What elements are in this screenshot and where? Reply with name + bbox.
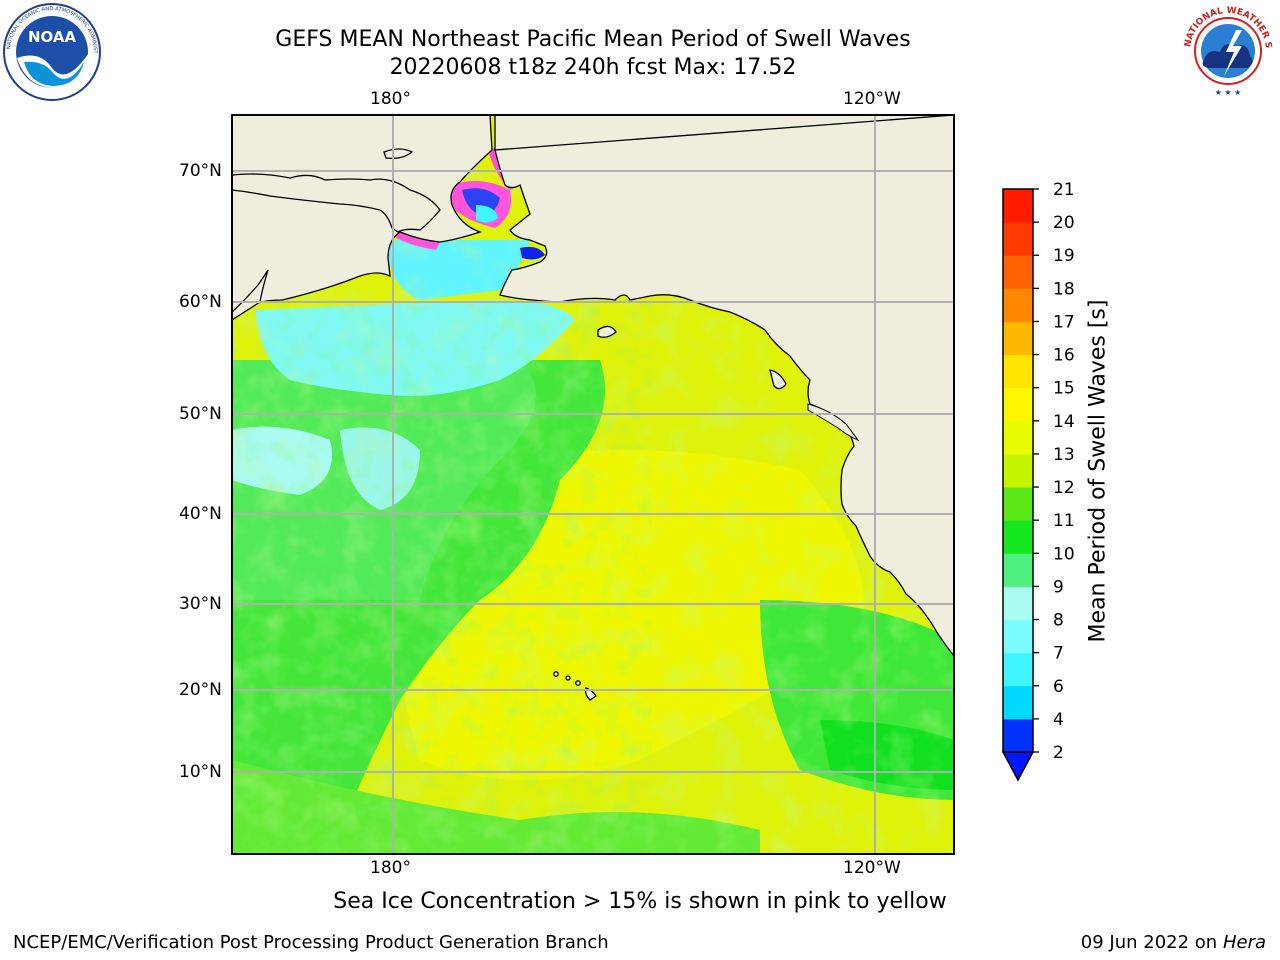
colorbar: 2 4 6 7 8 9 10 11 12 13 14 15 16 17 18 19 20 21: [1001, 180, 1075, 782]
colorbar-label: Mean Period of Swell Waves [s]: [1085, 299, 1111, 643]
chart-subtitle: 20220608 t18z 240h fcst Max: 17.52: [389, 55, 797, 80]
colorbar-tick-label: 16: [1053, 346, 1075, 366]
lat-label-10n: 10°N: [179, 762, 222, 782]
land: [232, 115, 954, 701]
sea-ice-caption: Sea Ice Concentration > 15% is shown in …: [333, 889, 947, 914]
colorbar-block: [1003, 288, 1033, 322]
colorbar-block: [1003, 586, 1033, 621]
colorbar-block: [1003, 222, 1033, 256]
colorbar-tick-label: 15: [1053, 379, 1075, 399]
colorbar-tick-label: 13: [1053, 445, 1075, 465]
colorbar-tick-label: 18: [1053, 279, 1075, 299]
colorbar-block: [1003, 619, 1033, 654]
lat-label-50n: 50°N: [179, 404, 222, 424]
lat-label-70n: 70°N: [179, 161, 222, 181]
colorbar-tick-label: 10: [1053, 544, 1075, 564]
graticule: [232, 115, 954, 854]
lat-label-40n: 40°N: [179, 504, 222, 524]
swell-period-field: [232, 115, 954, 854]
footer-credit: NCEP/EMC/Verification Post Processing Pr…: [13, 932, 609, 953]
colorbar-block: [1003, 387, 1033, 422]
colorbar-tick-label: 8: [1053, 611, 1064, 631]
colorbar-extend-triangle: [1001, 751, 1035, 782]
colorbar-tick-label: 20: [1053, 213, 1075, 233]
lon-label-top-120w: 120°W: [843, 89, 901, 109]
noaa-logo-text: NOAA: [28, 28, 77, 46]
colorbar-tick-label: 11: [1053, 511, 1075, 531]
lon-label-top-180: 180°: [370, 89, 411, 109]
footer-date-text: 09 Jun 2022 on: [1080, 932, 1218, 953]
svg-text:★ ★ ★: ★ ★ ★: [1215, 88, 1242, 97]
colorbar-block: [1003, 718, 1033, 753]
colorbar-tick-label: 19: [1053, 246, 1075, 266]
colorbar-tick-label: 6: [1053, 677, 1064, 697]
footer-date: 09 Jun 2022 on Hera: [1081, 932, 1266, 953]
colorbar-tick-label: 14: [1053, 412, 1075, 432]
colorbar-block: [1003, 321, 1033, 356]
colorbar-tick-label: 12: [1053, 478, 1075, 498]
colorbar-block: [1003, 553, 1033, 587]
footer-host: Hera: [1222, 932, 1266, 953]
colorbar-block: [1003, 255, 1033, 289]
colorbar-block: [1003, 420, 1033, 455]
colorbar-block: [1003, 189, 1033, 223]
colorbar-block: [1003, 685, 1033, 720]
noaa-logo: NOAA NATIONAL OCEANIC AND ATMOSPHERIC AD…: [0, 2, 101, 101]
colorbar-tick-label: 7: [1053, 644, 1064, 664]
lat-label-60n: 60°N: [179, 292, 222, 312]
colorbar-frame: [1002, 188, 1034, 753]
nws-logo: NATIONAL WEATHER SERVICE ★ ★ ★: [1178, 2, 1275, 98]
colorbar-tick-label: 4: [1053, 710, 1064, 730]
colorbar-tick-label: 21: [1053, 180, 1075, 200]
colorbar-block: [1003, 453, 1033, 488]
chart-title: GEFS MEAN Northeast Pacific Mean Period …: [275, 27, 911, 52]
lat-label-20n: 20°N: [179, 680, 222, 700]
colorbar-block: [1003, 487, 1033, 521]
map-frame: [231, 114, 955, 855]
lat-label-30n: 30°N: [179, 594, 222, 614]
colorbar-tick-label: 9: [1053, 577, 1064, 597]
colorbar-tick-label: 2: [1053, 743, 1064, 763]
colorbar-tick-label: 17: [1053, 312, 1075, 332]
colorbar-block: [1003, 354, 1033, 389]
lon-label-bottom-120w: 120°W: [843, 858, 901, 878]
lon-label-bottom-180: 180°: [370, 858, 411, 878]
colorbar-block: [1003, 520, 1033, 554]
colorbar-block: [1003, 652, 1033, 687]
